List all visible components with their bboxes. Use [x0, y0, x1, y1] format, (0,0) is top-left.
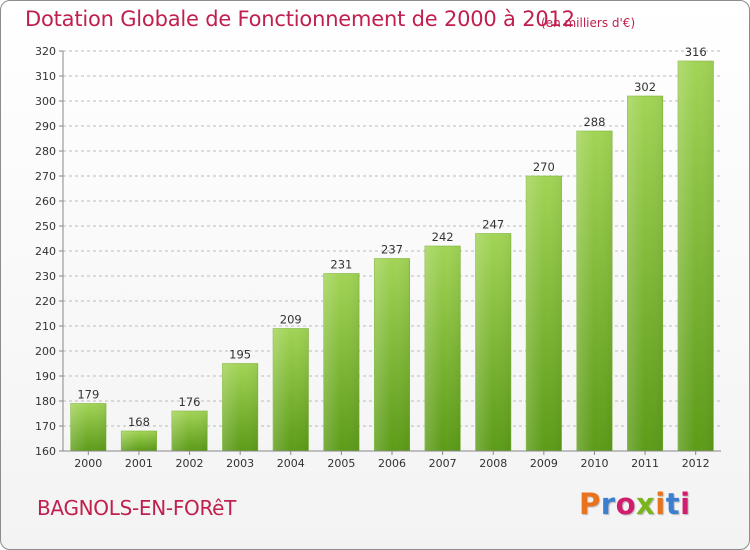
bar-highlight — [475, 233, 511, 451]
x-tick-label: 2009 — [530, 457, 558, 470]
y-tick-label: 190 — [35, 370, 56, 383]
x-tick-label: 2000 — [74, 457, 102, 470]
bar-value-label: 195 — [229, 348, 251, 362]
x-tick-label: 2003 — [226, 457, 254, 470]
logo-letter: r — [600, 487, 616, 521]
y-tick-label: 300 — [35, 95, 56, 108]
y-tick-label: 250 — [35, 220, 56, 233]
logo-letter: i — [680, 487, 691, 521]
logo-letter: o — [615, 487, 637, 521]
y-tick-label: 230 — [35, 270, 56, 283]
y-tick-label: 290 — [35, 120, 56, 133]
bar-highlight — [171, 411, 208, 451]
y-axis: 160 170 180 190 200 210 220 230 240 250 260 270 280 2… — [35, 45, 63, 458]
x-tick-label: 2007 — [429, 457, 457, 470]
logo-letter: i — [655, 487, 666, 521]
chart-unit: (en milliers d'€) — [541, 16, 636, 30]
y-tick-label: 160 — [35, 445, 56, 458]
bar-highlight — [70, 403, 107, 451]
bar-highlight — [424, 246, 461, 451]
x-tick-label: 2012 — [682, 457, 710, 470]
bar-value-label: 302 — [634, 80, 656, 94]
x-tick-label: 2002 — [176, 457, 204, 470]
bar-highlight — [222, 363, 258, 451]
bar-value-label: 231 — [330, 258, 352, 272]
bar-highlight — [677, 61, 714, 451]
bar-value-label: 247 — [482, 218, 504, 232]
proxiti-logo: Proxiti — [579, 487, 691, 521]
bar-value-label: 288 — [583, 115, 605, 129]
logo-letter: x — [636, 487, 656, 521]
bar-value-label: 237 — [381, 243, 403, 257]
bar-value-label: 176 — [179, 395, 201, 409]
chart-title: Dotation Globale de Fonctionnement de 20… — [25, 7, 575, 31]
x-tick-label: 2008 — [479, 457, 507, 470]
y-tick-label: 200 — [35, 345, 56, 358]
logo-letter: t — [665, 487, 681, 521]
y-tick-label: 180 — [35, 395, 56, 408]
bar-value-label: 168 — [128, 415, 150, 429]
x-tick-label: 2006 — [378, 457, 406, 470]
y-tick-label: 320 — [35, 45, 56, 58]
y-tick-label: 170 — [35, 420, 56, 433]
y-tick-label: 260 — [35, 195, 56, 208]
bar-highlight — [273, 328, 309, 451]
bar-highlight — [627, 96, 663, 451]
bar-highlight — [323, 273, 360, 451]
bar-highlight — [526, 176, 562, 451]
x-axis: 2000 2001 2002 2003 2004 2005 2006 2007 2008 2009… — [74, 451, 710, 470]
x-tick-label: 2011 — [631, 457, 659, 470]
x-tick-label: 2001 — [125, 457, 153, 470]
y-tick-label: 280 — [35, 145, 56, 158]
bar-value-label: 179 — [77, 388, 99, 402]
x-tick-label: 2004 — [277, 457, 305, 470]
bar-value-label: 209 — [280, 313, 302, 327]
x-tick-label: 2010 — [580, 457, 608, 470]
bar-highlight — [576, 131, 613, 451]
y-tick-label: 210 — [35, 320, 56, 333]
commune-name: BAGNOLS-EN-FORêT — [37, 496, 237, 520]
y-tick-label: 240 — [35, 245, 56, 258]
bar-value-label: 270 — [533, 160, 555, 174]
logo-letter: P — [579, 487, 601, 521]
bar-highlight — [374, 258, 410, 451]
bar-value-label: 316 — [685, 45, 707, 59]
bars: 179 168 176 195 209 231 237 242 247 270 288 302 316 — [70, 45, 714, 452]
x-tick-label: 2005 — [327, 457, 355, 470]
y-tick-label: 270 — [35, 170, 56, 183]
bar-value-label: 242 — [432, 230, 454, 244]
y-tick-label: 220 — [35, 295, 56, 308]
y-tick-label: 310 — [35, 70, 56, 83]
bar-highlight — [121, 431, 157, 451]
